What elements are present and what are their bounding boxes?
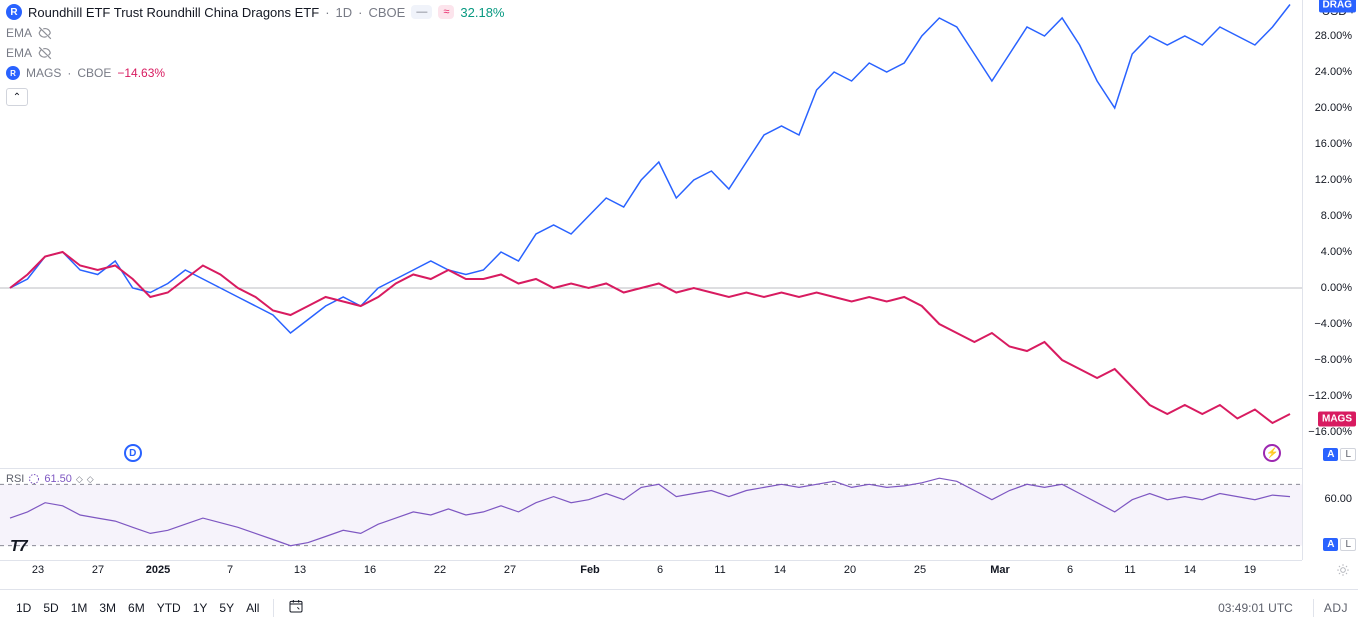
range-3m[interactable]: 3M [93,597,122,619]
xtick: 11 [714,564,725,576]
ytick: −16.00% [1308,426,1352,438]
ytick: −8.00% [1314,354,1352,366]
xtick: 23 [32,564,44,576]
xtick: Feb [580,564,600,576]
auto-badge[interactable]: A [1323,538,1338,551]
xtick: 27 [504,564,516,576]
range-all[interactable]: All [240,597,265,619]
xtick: 7 [227,564,233,576]
range-1d[interactable]: 1D [10,597,37,619]
xtick: 11 [1124,564,1135,576]
price-axis[interactable]: USD ▾ 28.00%24.00%20.00%16.00%12.00%8.00… [1302,0,1358,560]
range-6m[interactable]: 6M [122,597,151,619]
rsi-svg [0,469,1302,561]
range-1m[interactable]: 1M [65,597,94,619]
xtick: 6 [657,564,663,576]
xtick: 14 [1184,564,1196,576]
price-label: MAGS [1318,412,1356,427]
range-5d[interactable]: 5D [37,597,64,619]
xtick: 19 [1244,564,1256,576]
rsi-ytick: 60.00 [1324,493,1352,505]
ytick: 16.00% [1315,138,1352,150]
xtick: 2025 [146,564,170,576]
clock-label[interactable]: 03:49:01 UTC [1218,601,1293,615]
calendar-icon [288,598,304,614]
ytick: 8.00% [1321,210,1352,222]
log-badge[interactable]: L [1340,538,1356,551]
chart-svg [0,0,1302,468]
xtick: Mar [990,564,1010,576]
goto-date-button[interactable] [282,594,310,621]
ytick: 20.00% [1315,102,1352,114]
ytick: 4.00% [1321,246,1352,258]
ytick: −12.00% [1308,390,1352,402]
range-ytd[interactable]: YTD [151,597,187,619]
auto-badge[interactable]: A [1323,448,1338,461]
xtick: 20 [844,564,856,576]
range-1y[interactable]: 1Y [187,597,214,619]
xtick: 13 [294,564,306,576]
range-5y[interactable]: 5Y [213,597,240,619]
xtick: 25 [914,564,926,576]
tradingview-logo[interactable]: T7 [10,538,27,556]
rsi-pane[interactable]: RSI 61.50 ◇ ◇ T7 [0,468,1302,560]
ytick: 24.00% [1315,66,1352,78]
xtick: 14 [774,564,786,576]
log-badge[interactable]: L [1340,448,1356,461]
ytick: 28.00% [1315,30,1352,42]
dividend-marker[interactable]: D [124,444,142,462]
axis-settings-icon[interactable] [1336,563,1350,577]
ytick: 0.00% [1321,282,1352,294]
xtick: 6 [1067,564,1073,576]
bottom-toolbar: 1D5D1M3M6MYTD1Y5YAll 03:49:01 UTC ADJ [0,589,1358,625]
xtick: 22 [434,564,446,576]
time-axis[interactable]: 23272025713162227Feb611142025Mar6111419 [0,560,1302,580]
ytick: 12.00% [1315,174,1352,186]
price-label: DRAG [1319,0,1356,12]
xtick: 16 [364,564,376,576]
ytick: −4.00% [1314,318,1352,330]
xtick: 27 [92,564,104,576]
main-chart-pane[interactable]: D⚡ [0,0,1302,468]
adj-toggle[interactable]: ADJ [1324,601,1348,615]
